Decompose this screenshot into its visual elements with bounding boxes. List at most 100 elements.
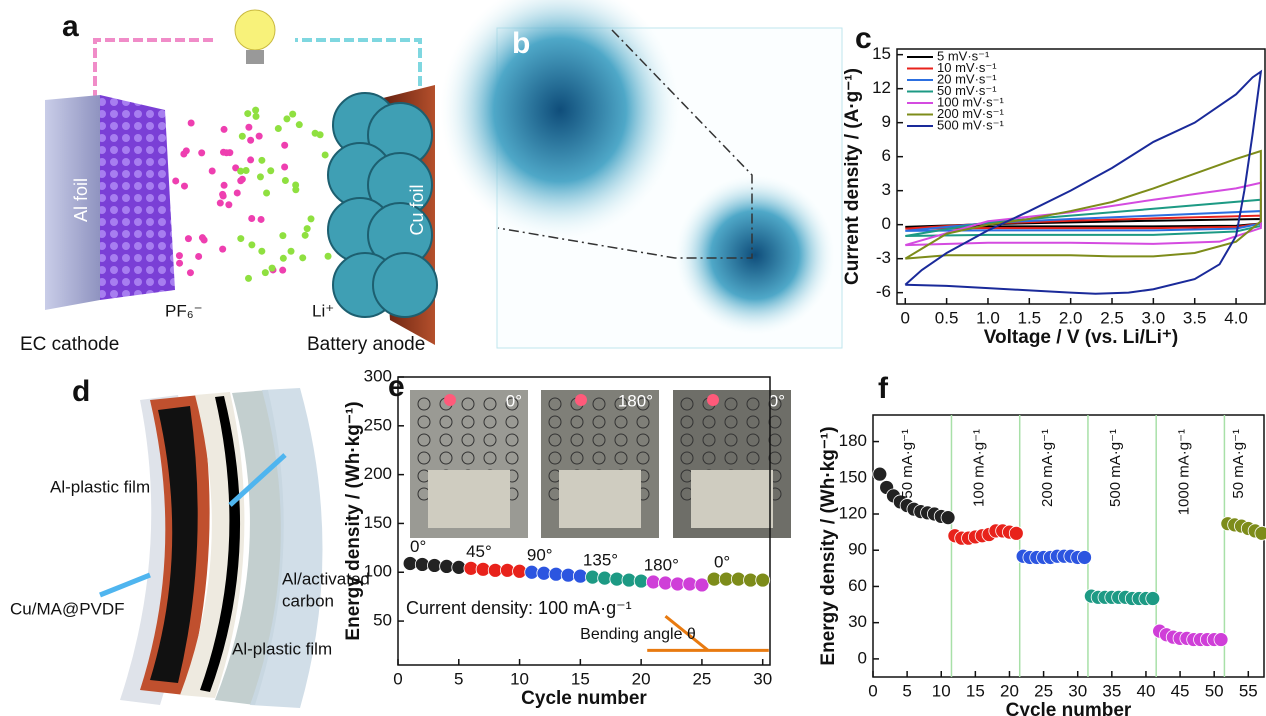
y-tick-label: 120 [839, 503, 867, 522]
anion [279, 266, 287, 274]
ion-label: Li⁺ [312, 301, 334, 320]
anion [220, 181, 228, 189]
cation [258, 247, 266, 255]
y-tick-label: -6 [876, 282, 891, 301]
legend-label: 100 mV·s⁻¹ [937, 94, 1004, 109]
photo-led [724, 451, 738, 465]
anion [219, 190, 227, 198]
y-tick-label: 200 [364, 464, 392, 483]
cation [248, 241, 256, 249]
cation [281, 176, 289, 184]
layer-label: carbon [282, 591, 334, 610]
photo-led [724, 433, 738, 447]
photo-led [439, 433, 453, 447]
panel-label: d [72, 375, 90, 408]
cation [252, 112, 260, 120]
cation [267, 167, 275, 175]
legend-label: 5 mV·s⁻¹ [937, 48, 990, 63]
foil-label: Cu foil [407, 184, 427, 235]
cation [237, 167, 245, 175]
anode-particles [327, 92, 438, 318]
layer-label: Cu/MA@PVDF [10, 599, 125, 618]
photo-led [483, 415, 497, 429]
anion [220, 125, 228, 133]
inset-label: 0° [769, 391, 785, 410]
x-tick-label: 30 [753, 669, 772, 688]
photo-led [483, 451, 497, 465]
annotation: Bending angle θ [580, 626, 696, 643]
photo-led [505, 415, 519, 429]
y-tick-label: 100 [364, 562, 392, 581]
particle [675, 175, 835, 335]
photo-led [592, 415, 606, 429]
photo-led [614, 397, 628, 411]
photo-led [636, 451, 650, 465]
cation [303, 225, 311, 233]
photo-led [702, 415, 716, 429]
photo-led [417, 415, 431, 429]
panel-label: a [62, 10, 79, 43]
cation [237, 235, 245, 243]
photo-led [702, 451, 716, 465]
anion [247, 156, 255, 164]
photo-led [768, 397, 782, 411]
photo-led [614, 415, 628, 429]
photo-led [570, 433, 584, 447]
anion [198, 149, 206, 157]
x-tick-label: 3.5 [1183, 308, 1207, 327]
legend-label: 500 mV·s⁻¹ [937, 117, 1004, 132]
cation [295, 121, 303, 129]
cation [301, 231, 309, 239]
bulb-base [246, 50, 264, 64]
anion [175, 252, 183, 260]
photo-led [417, 451, 431, 465]
y-axis-label: Current density / (A·g⁻¹) [842, 68, 863, 285]
anion [198, 234, 206, 242]
cation [258, 156, 266, 164]
photo-led [505, 433, 519, 447]
photo-led [724, 397, 738, 411]
y-tick-label: 0 [882, 214, 891, 233]
anion [233, 189, 241, 197]
plot-frame [872, 414, 1265, 678]
photo-light [575, 394, 587, 406]
cation [268, 264, 276, 272]
cation [324, 252, 332, 260]
photo-led [768, 451, 782, 465]
photo-led [614, 451, 628, 465]
anion [219, 245, 227, 253]
cation [263, 189, 271, 197]
y-tick-label: 150 [839, 467, 867, 486]
cation [244, 274, 252, 282]
legend-label: 200 mV·s⁻¹ [937, 106, 1004, 121]
cation [289, 110, 297, 118]
anion [232, 164, 240, 172]
data-point [872, 466, 888, 482]
anode-particle [372, 252, 438, 318]
photo-led [417, 433, 431, 447]
photo-led [461, 397, 475, 411]
cation [274, 125, 282, 133]
ion-label: PF₆⁻ [165, 301, 203, 320]
x-tick-label: 5 [902, 681, 911, 700]
legend-label: 10 mV·s⁻¹ [937, 60, 997, 75]
photo-led [548, 433, 562, 447]
photo-led [439, 415, 453, 429]
rate-label: 1000 mA·g⁻¹ [1175, 429, 1192, 515]
photo-led [746, 397, 760, 411]
angle-label: 0° [714, 553, 730, 572]
x-tick-label: 25 [1034, 681, 1053, 700]
ions [172, 106, 332, 282]
cathode-layer [200, 396, 241, 692]
cation [279, 232, 287, 240]
y-tick-label: 3 [882, 180, 891, 199]
x-tick-label: 0 [393, 669, 402, 688]
anion [184, 235, 192, 243]
angle-label: 180° [644, 556, 679, 575]
electrode-label: EC cathode [20, 334, 119, 355]
photo-led [636, 397, 650, 411]
cation [261, 269, 269, 277]
x-tick-label: 40 [1136, 681, 1155, 700]
anion [255, 132, 263, 140]
cv-curve [904, 69, 1263, 295]
